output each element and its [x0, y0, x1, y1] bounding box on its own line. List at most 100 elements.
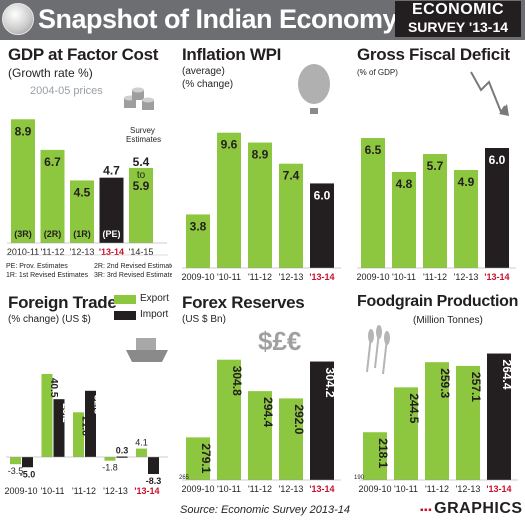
hot-air-balloon-icon — [310, 108, 318, 114]
bar-value-label: 6.7 — [44, 155, 61, 169]
y-axis-min-label: 265 — [179, 475, 190, 481]
bar-value-label: -3.5 — [8, 466, 24, 476]
bar — [425, 362, 449, 480]
x-tick-label: '12-13 — [103, 486, 128, 496]
x-tick-label: '13-14 — [486, 484, 511, 494]
bar — [11, 119, 35, 243]
coins-stack-icon — [132, 87, 144, 93]
legend-import-swatch — [114, 311, 136, 320]
x-tick-label: '10-11 — [394, 484, 418, 494]
x-tick-label: '10-11 — [217, 484, 241, 494]
bar — [40, 149, 65, 243]
falling-arrow-icon — [470, 71, 506, 115]
survey-badge-line2: SURVEY '13-14 — [407, 19, 509, 35]
inflation-subtitle-2: (% change) — [182, 79, 234, 90]
x-tick-label: '11-12 — [425, 484, 449, 494]
header-bar: Snapshot of Indian Economy ECONOMIC SURV… — [0, 0, 525, 40]
x-tick-label: '12-13 — [279, 272, 304, 282]
gdp-subtitle: (Growth rate %) — [8, 66, 93, 80]
bar-value-label: -1.8 — [102, 463, 118, 473]
survey-badge-line1: ECONOMIC — [412, 1, 504, 18]
fiscal-title: Gross Fiscal Deficit — [357, 45, 510, 64]
bar-value-label: 3.8 — [190, 219, 207, 233]
gdp-survey-label-2: Estimates — [126, 135, 162, 144]
bar — [217, 359, 241, 480]
x-tick-label: 2010-11 — [7, 247, 39, 257]
bar — [363, 432, 387, 480]
x-tick-label: '11-12 — [248, 484, 272, 494]
bar-value-label: 4.1 — [135, 438, 148, 448]
bar-value-label: 0.3 — [116, 445, 129, 455]
hot-air-balloon-icon — [298, 64, 330, 104]
bar — [104, 457, 116, 461]
bar — [454, 170, 478, 268]
gdp-chart: 8.9 (3R) 2010-11 6.7 (2R) '11-12 4.5 (1R) '12-13… — [6, 87, 168, 257]
falling-arrow-icon — [499, 104, 509, 116]
x-tick-label: '11-12 — [40, 247, 64, 257]
bar-value-label: 5.9 — [133, 179, 150, 193]
bar-value-label: -5.0 — [20, 469, 36, 479]
trade-title: Foreign Trade — [8, 293, 117, 312]
logo-dots-icon: ▪▪▪ — [420, 505, 433, 516]
bar — [217, 132, 241, 268]
x-tick-label: '13-14 — [309, 272, 334, 282]
bar-value-label: 279.1 — [199, 443, 213, 473]
gdp-note-3r: 3R: 3rd Revised Estimates — [94, 272, 172, 279]
currency-symbols-icon: $£€ — [258, 326, 301, 356]
x-tick-label: '12-13 — [454, 272, 479, 282]
bar-value-label: 4.5 — [74, 185, 91, 199]
x-tick-label: '10-11 — [392, 272, 416, 282]
cargo-ship-icon — [126, 350, 168, 362]
foodgrain-chart: 218.1 2009-10 244.5 '10-11 259.3 '11-12 257.1 '… — [354, 325, 518, 494]
trade-subtitle: (% change) (US $) — [8, 314, 91, 325]
wheat-icon — [376, 325, 382, 339]
bar-status-label: (PE) — [103, 229, 121, 239]
x-tick-label: '14-15 — [129, 247, 154, 257]
bar-value-label: 292.0 — [292, 404, 306, 434]
bar — [248, 142, 272, 268]
bar-value-label: 304.8 — [230, 366, 244, 396]
gdp-note-1r: 1R: 1st Revised Estimates — [6, 272, 89, 279]
bar-value-label: 304.2 — [323, 368, 337, 398]
x-tick-label: 2009-10 — [356, 272, 389, 282]
bar-status-label: (2R) — [44, 229, 62, 239]
bar — [148, 457, 159, 475]
bar-status-label: (3R) — [14, 229, 32, 239]
x-tick-label: 2009-10 — [4, 486, 37, 496]
bar-value-label: 8.9 — [252, 148, 269, 162]
inflation-panel: 3.8 2009-10 9.6 '10-11 8.9 '11-12 7.4 '12-13 6.0… — [176, 42, 347, 286]
bar-value-label: 28.2 — [60, 403, 71, 423]
bar-value-label: 5.7 — [427, 159, 444, 173]
bar — [485, 148, 509, 268]
x-tick-label: '12-13 — [70, 247, 95, 257]
wheat-icon — [384, 331, 390, 345]
bar-value-label: to — [137, 170, 146, 181]
x-tick-label: '12-13 — [279, 484, 304, 494]
x-tick-label: '12-13 — [456, 484, 481, 494]
gdp-title: GDP at Factor Cost — [8, 45, 159, 64]
bar — [487, 353, 511, 480]
bar-value-label: 244.5 — [407, 393, 421, 423]
x-tick-label: '10-11 — [40, 486, 64, 496]
page-title: Snapshot of Indian Economy — [38, 4, 398, 34]
cargo-ship-icon — [136, 338, 156, 350]
foodgrain-subtitle: (Million Tonnes) — [413, 315, 483, 326]
coins-stack-icon — [142, 100, 154, 110]
bar-value-label: 259.3 — [438, 368, 452, 398]
x-tick-label: 2009-10 — [358, 484, 391, 494]
bar-value-label: 7.4 — [283, 169, 300, 183]
bar-value-label: 5.4 — [133, 155, 150, 169]
legend-import-label: Import — [140, 309, 169, 320]
legend-export-label: Export — [140, 293, 169, 304]
trade-chart: -3.5-5.02009-1040.528.2'10-1121.832.3'11… — [4, 338, 168, 496]
bar — [394, 387, 418, 480]
foodgrain-panel: 218.1 2009-10 244.5 '10-11 259.3 '11-12 257.1 '… — [351, 290, 523, 500]
bar — [129, 167, 153, 243]
bar-status-label: (1R) — [73, 229, 91, 239]
bar — [186, 437, 210, 480]
logo-text: GRAPHICS — [434, 500, 523, 517]
bar-value-label: 6.0 — [314, 188, 331, 202]
fiscal-subtitle: (% of GDP) — [357, 68, 398, 77]
bar — [73, 412, 84, 457]
